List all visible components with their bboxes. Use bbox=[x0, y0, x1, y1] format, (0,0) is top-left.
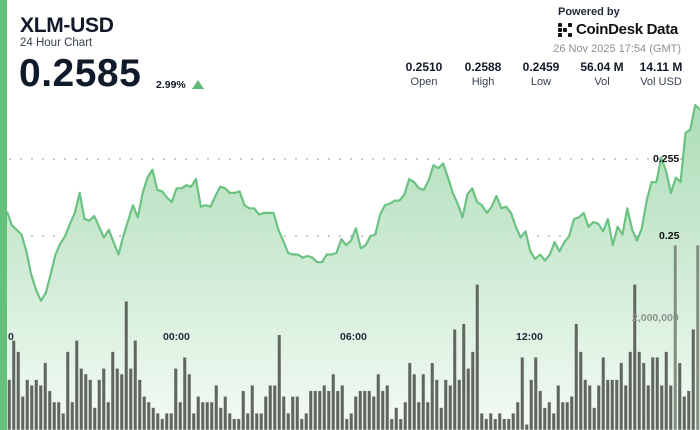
stat-value: 14.11 M bbox=[639, 60, 683, 74]
change-percent: 2.99% bbox=[156, 79, 186, 91]
y-tick-0255: 0.255 bbox=[653, 153, 680, 165]
stat-vol: 56.04 M Vol bbox=[567, 60, 637, 88]
stat-label: Open bbox=[410, 76, 438, 88]
current-price: 0.2585 bbox=[19, 52, 142, 95]
powered-by-label: Powered by bbox=[558, 6, 620, 18]
brand-logo-link[interactable]: CoinDesk Data bbox=[558, 21, 678, 38]
stat-value: 0.2588 bbox=[464, 60, 502, 74]
stat-value: 0.2459 bbox=[522, 60, 560, 74]
x-tick-0000: 00:00 bbox=[163, 331, 190, 343]
symbol-title: XLM-USD bbox=[20, 14, 114, 37]
coindesk-logo-icon bbox=[558, 22, 572, 37]
stat-label: Vol bbox=[594, 76, 610, 88]
price-area bbox=[7, 105, 700, 430]
x-tick-1200: 12:00 bbox=[516, 331, 543, 343]
x-tick-0600: 06:00 bbox=[340, 331, 367, 343]
x-tick-start: 0 bbox=[8, 331, 14, 343]
stat-open: 0.2510 Open bbox=[389, 60, 459, 88]
y-tick-025: 0.25 bbox=[659, 230, 680, 242]
stat-label: High bbox=[471, 76, 495, 88]
stat-label: Low bbox=[530, 76, 552, 88]
up-arrow-icon bbox=[192, 80, 204, 89]
stat-high: 0.2588 High bbox=[448, 60, 518, 88]
brand-name: CoinDesk Data bbox=[576, 21, 678, 38]
price-line bbox=[7, 104, 700, 302]
accent-bar bbox=[0, 0, 7, 430]
stat-low: 0.2459 Low bbox=[506, 60, 576, 88]
stat-value: 0.2510 bbox=[405, 60, 443, 74]
stat-label: Vol USD bbox=[640, 76, 682, 88]
timestamp: 26 Nov 2025 17:54 (GMT) bbox=[553, 43, 681, 55]
chart-subtitle: 24 Hour Chart bbox=[20, 37, 93, 49]
stat-vol-usd: 14.11 M Vol USD bbox=[626, 60, 696, 88]
stat-value: 56.04 M bbox=[580, 60, 624, 74]
volume-tick: 2,000,000 bbox=[632, 312, 679, 324]
price-chart[interactable] bbox=[7, 95, 700, 430]
